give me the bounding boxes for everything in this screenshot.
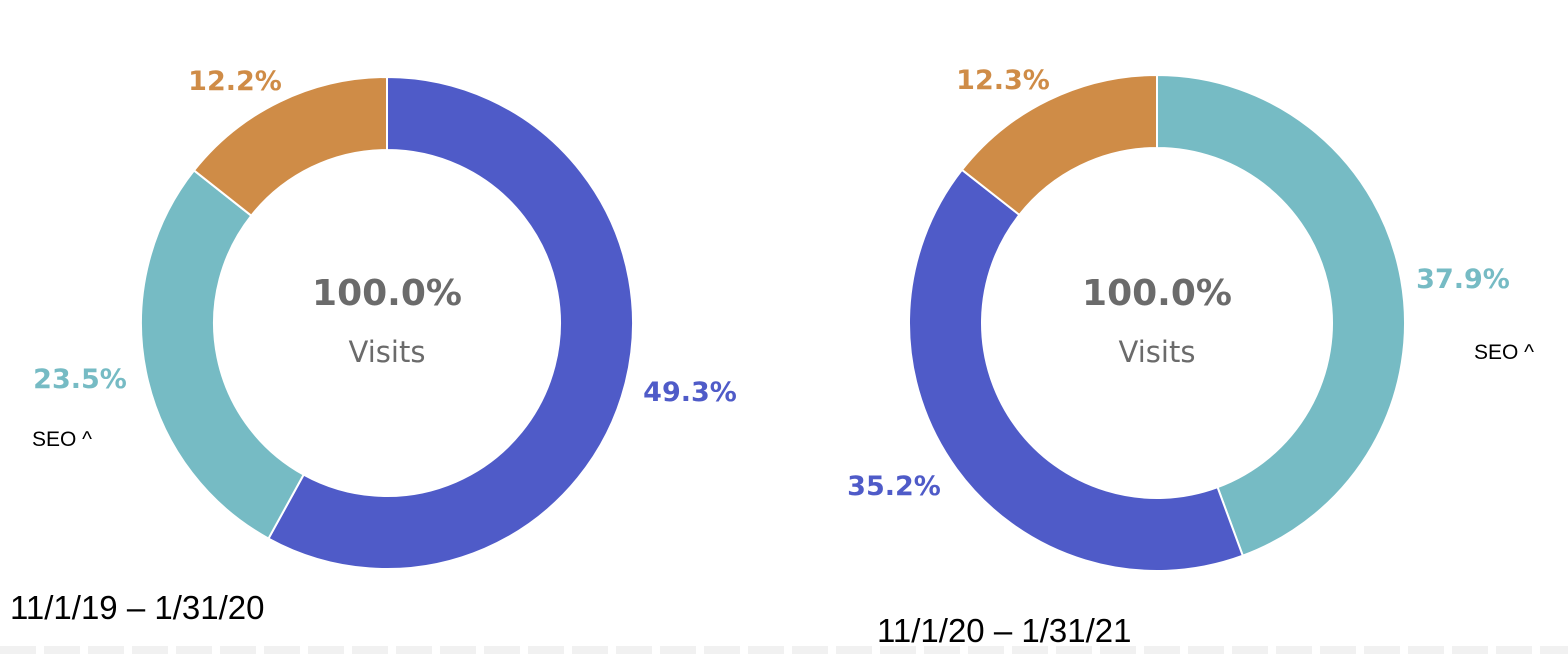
slice-percent-label: 12.3% xyxy=(956,65,1050,96)
slice-percent-label: 23.5% xyxy=(33,364,127,395)
bottom-divider xyxy=(0,646,1568,654)
period-label-left: 11/1/19 – 1/31/20 xyxy=(10,589,265,626)
center-value: 100.0% xyxy=(1082,273,1232,314)
center-value: 100.0% xyxy=(312,273,462,314)
center-caption: Visits xyxy=(349,335,426,369)
slice-percent-label: 35.2% xyxy=(847,471,941,502)
slice-percent-label: 12.2% xyxy=(188,66,282,97)
seo-annotation-left: SEO ^ xyxy=(32,428,93,451)
seo-annotation-right: SEO ^ xyxy=(1474,341,1535,364)
slice-percent-label: 49.3% xyxy=(643,377,737,408)
donut-slice xyxy=(1156,73,1406,557)
donut-slice xyxy=(908,168,1245,572)
center-caption: Visits xyxy=(1119,335,1196,369)
donut-slice xyxy=(192,75,388,218)
donut-slice xyxy=(960,73,1158,217)
slice-percent-label: 37.9% xyxy=(1416,264,1510,295)
donut-slice xyxy=(267,75,634,570)
donut-slice xyxy=(140,169,306,540)
period-label-right: 11/1/20 – 1/31/21 xyxy=(877,612,1132,649)
